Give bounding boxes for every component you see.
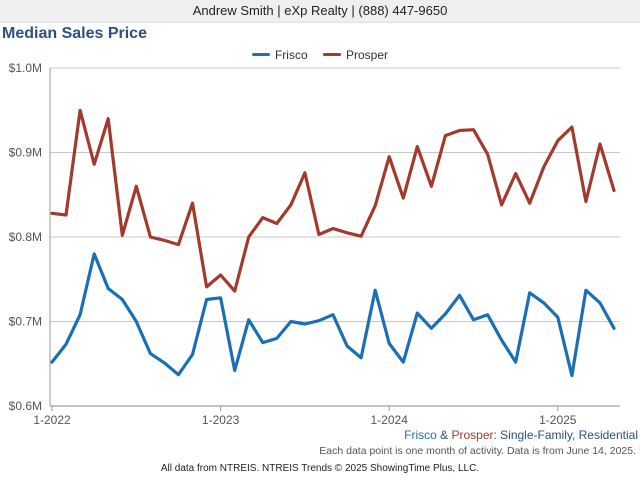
- subtitle-prosper: Prosper: [451, 428, 494, 442]
- grid-layer: [50, 67, 620, 407]
- series-line-frisco: [50, 252, 616, 378]
- footer-credit: All data from NTREIS. NTREIS Trends © 20…: [160, 463, 480, 474]
- subtitle-amp: &: [436, 428, 452, 442]
- y-tick-label: $0.6M: [9, 399, 42, 413]
- legend-label-frisco: Frisco: [274, 47, 308, 62]
- x-tick-label: 1-2024: [371, 413, 409, 427]
- legend-item-prosper[interactable]: Prosper: [322, 47, 389, 62]
- y-tick-label: $0.9M: [9, 146, 42, 160]
- chart-legend: Frisco Prosper: [0, 45, 640, 62]
- legend-swatch-prosper: [322, 53, 341, 56]
- x-tick-label: 1-2022: [33, 413, 71, 427]
- axis-layer: $0.6M $0.7M $0.8M $0.9M $1.0M 1-2022 1-2023 1-2…: [9, 61, 577, 427]
- y-tick-label: $0.8M: [9, 230, 42, 244]
- x-tick-label: 1-2023: [202, 413, 240, 427]
- subtitle-suffix: : Single-Family, Residential: [493, 428, 639, 442]
- x-tick-label: 1-2025: [539, 413, 577, 427]
- series-line-prosper: [50, 108, 616, 293]
- chart-subtitle: Frisco & Prosper: Single-Family, Residen…: [404, 428, 638, 442]
- agent-header: Andrew Smith | eXp Realty | (888) 447-96…: [0, 0, 640, 23]
- subtitle-frisco: Frisco: [404, 428, 437, 442]
- y-tick-label: $0.7M: [9, 315, 42, 329]
- legend-label-prosper: Prosper: [345, 47, 389, 62]
- legend-swatch-frisco: [251, 53, 270, 56]
- data-note: Each data point is one month of activity…: [319, 445, 636, 457]
- legend-item-frisco[interactable]: Frisco: [251, 47, 308, 62]
- chart-title: Median Sales Price: [2, 25, 147, 42]
- y-tick-label: $1.0M: [9, 61, 42, 75]
- series-layer: [50, 108, 616, 378]
